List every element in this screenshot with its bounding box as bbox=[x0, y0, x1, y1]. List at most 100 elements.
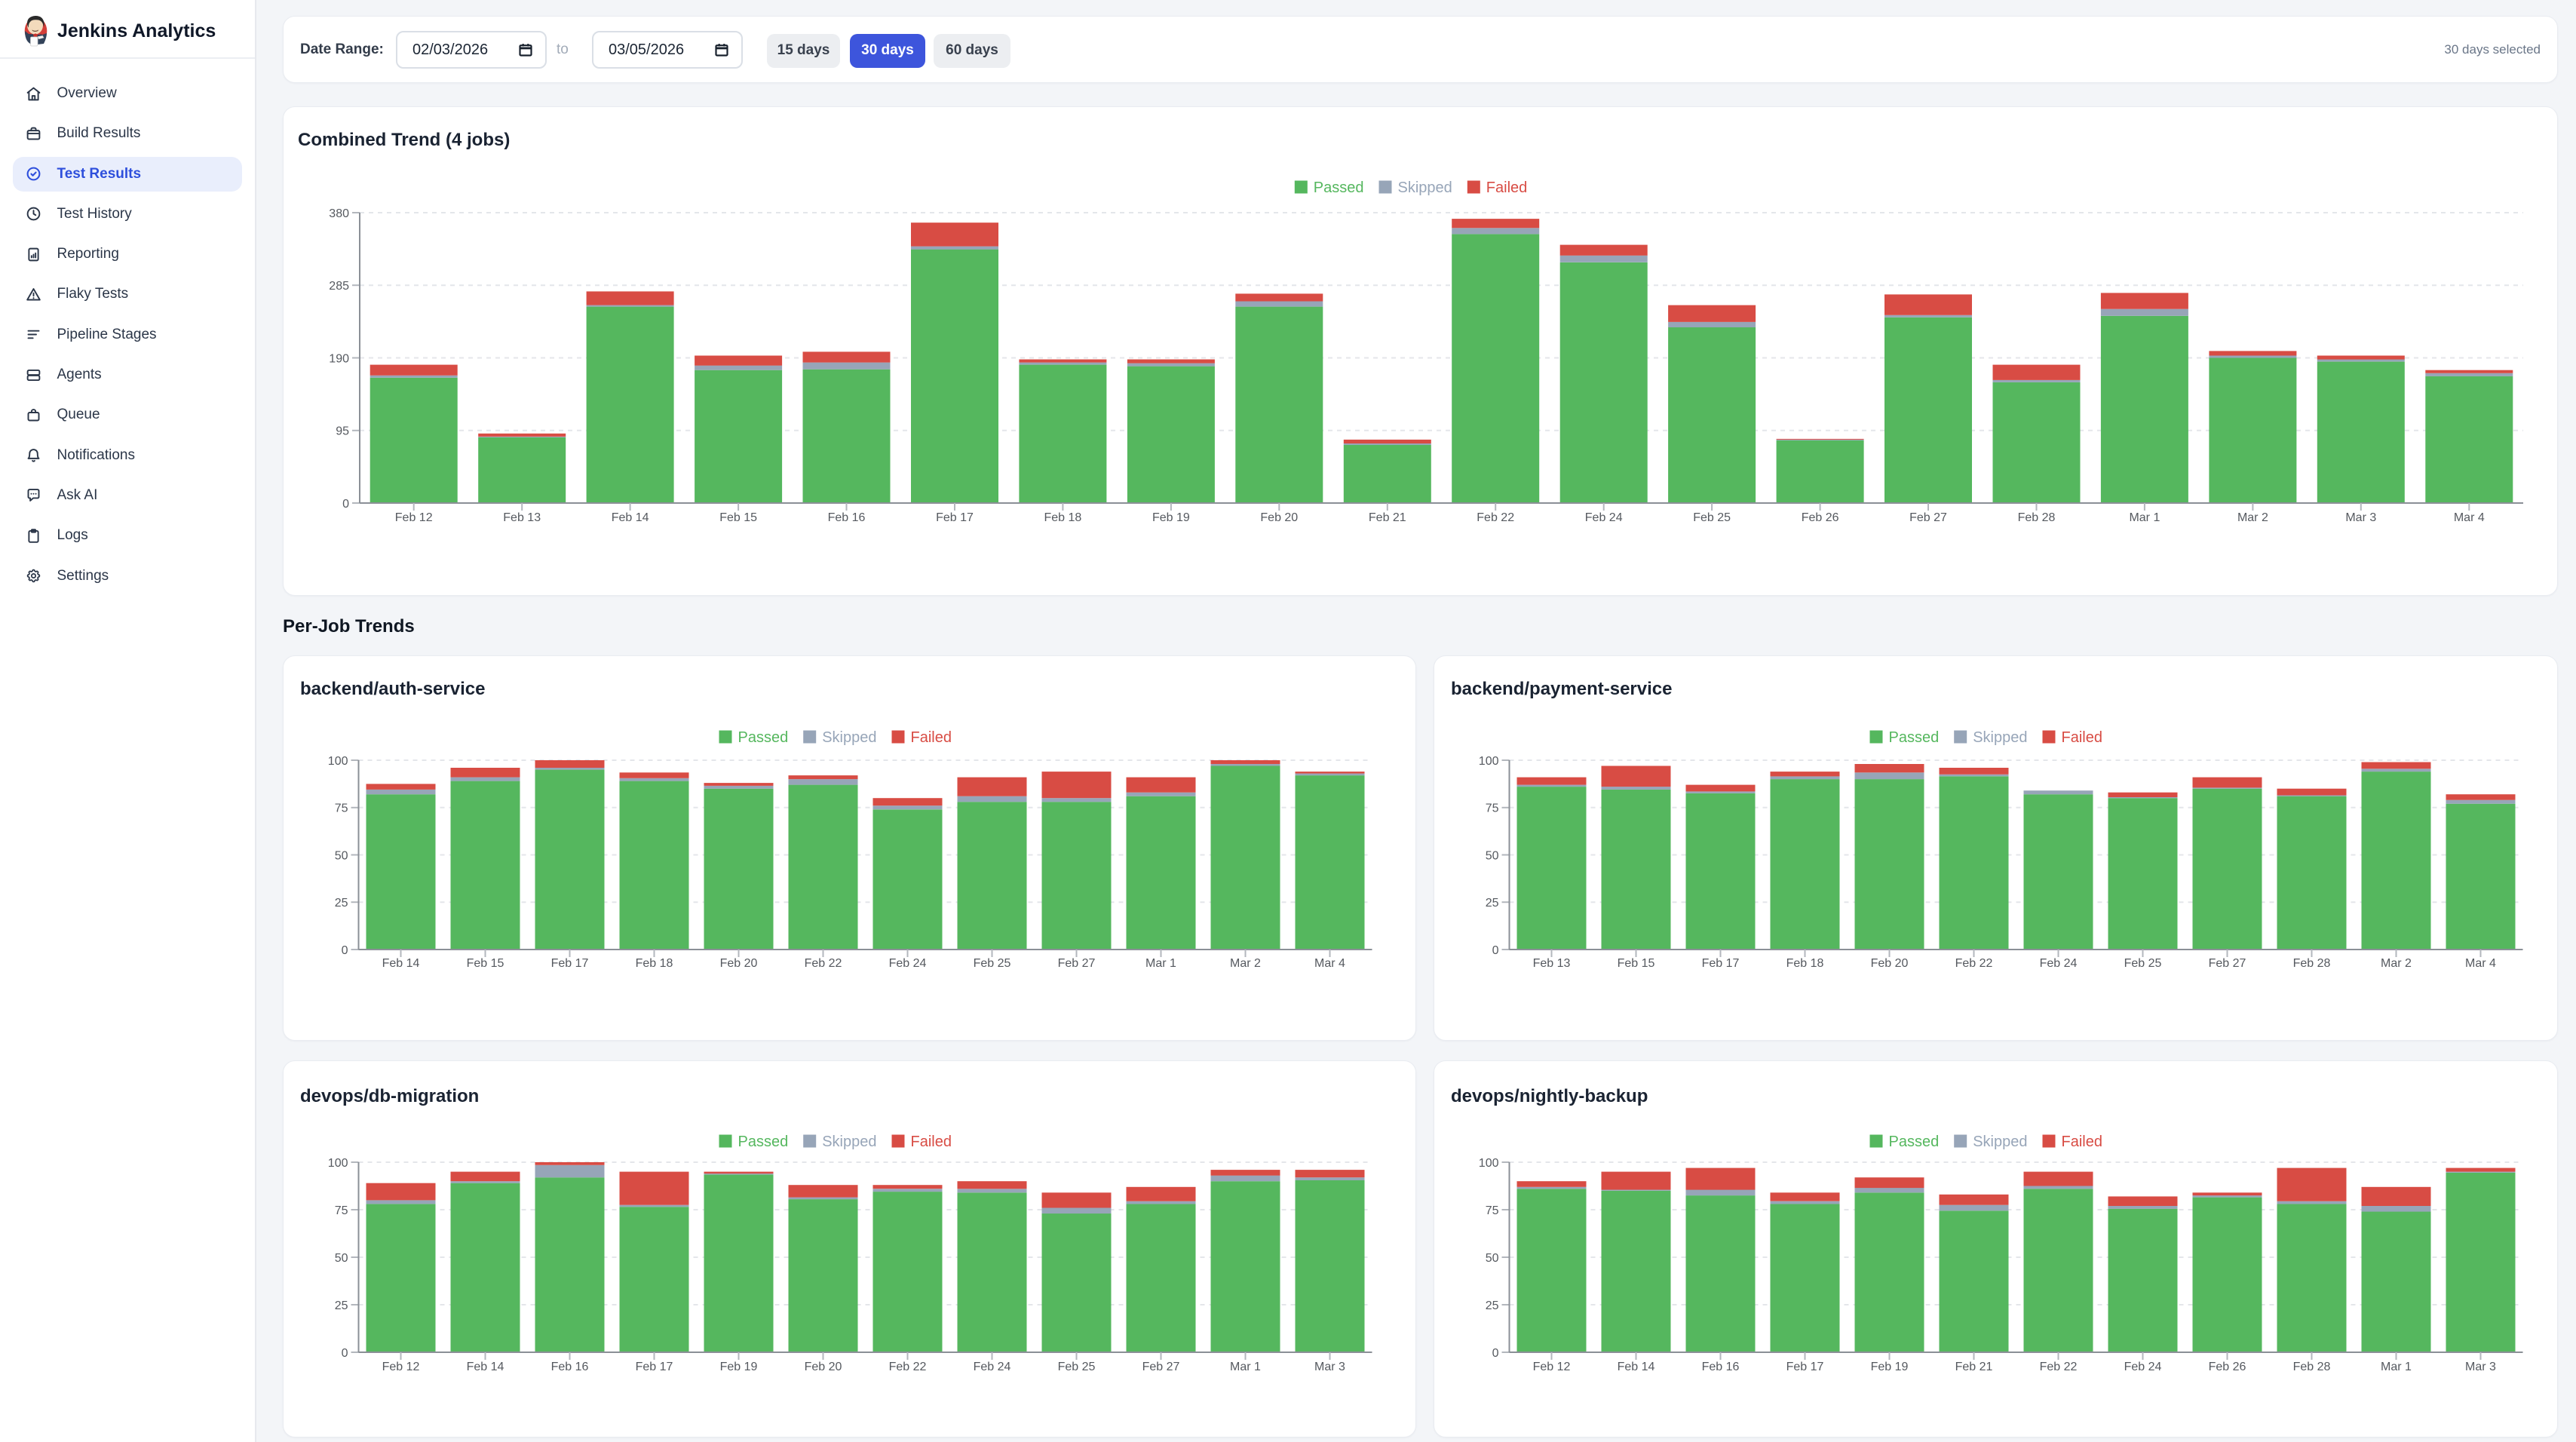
svg-text:Feb 27: Feb 27 bbox=[1142, 1361, 1180, 1373]
svg-text:Failed: Failed bbox=[2062, 729, 2102, 746]
svg-text:Feb 27: Feb 27 bbox=[1909, 511, 1947, 524]
svg-text:Feb 26: Feb 26 bbox=[1802, 511, 1839, 524]
svg-text:Feb 18: Feb 18 bbox=[1044, 511, 1081, 524]
svg-text:backend/auth-service: backend/auth-service bbox=[300, 679, 485, 699]
svg-text:Feb 19: Feb 19 bbox=[1152, 511, 1190, 524]
svg-text:Feb 19: Feb 19 bbox=[720, 1361, 758, 1373]
svg-text:285: 285 bbox=[329, 280, 349, 293]
svg-text:Feb 25: Feb 25 bbox=[1058, 1361, 1096, 1373]
svg-text:Feb 22: Feb 22 bbox=[1477, 511, 1514, 524]
svg-text:Feb 15: Feb 15 bbox=[467, 957, 504, 970]
svg-text:100: 100 bbox=[328, 1157, 348, 1170]
svg-text:Feb 25: Feb 25 bbox=[1693, 511, 1731, 524]
svg-text:100: 100 bbox=[1479, 755, 1499, 768]
svg-text:Feb 14: Feb 14 bbox=[382, 957, 420, 970]
svg-text:100: 100 bbox=[1479, 1157, 1499, 1170]
svg-text:Feb 20: Feb 20 bbox=[805, 1361, 842, 1373]
svg-text:Mar 2: Mar 2 bbox=[2381, 957, 2412, 970]
svg-text:Failed: Failed bbox=[911, 729, 952, 746]
svg-text:Passed: Passed bbox=[738, 729, 789, 746]
svg-text:backend/payment-service: backend/payment-service bbox=[1451, 679, 1672, 699]
svg-text:Feb 12: Feb 12 bbox=[1533, 1361, 1571, 1373]
svg-text:25: 25 bbox=[335, 1299, 348, 1312]
svg-text:0: 0 bbox=[342, 944, 348, 957]
svg-text:0: 0 bbox=[342, 1347, 348, 1360]
svg-text:devops/db-migration: devops/db-migration bbox=[300, 1086, 479, 1106]
svg-text:Passed: Passed bbox=[738, 1134, 789, 1150]
svg-text:Feb 27: Feb 27 bbox=[1058, 957, 1096, 970]
svg-text:Feb 17: Feb 17 bbox=[1702, 957, 1740, 970]
svg-text:Mar 4: Mar 4 bbox=[2465, 957, 2496, 970]
svg-text:Feb 25: Feb 25 bbox=[2124, 957, 2162, 970]
svg-text:Mar 1: Mar 1 bbox=[1145, 957, 1176, 970]
svg-text:Feb 12: Feb 12 bbox=[395, 511, 433, 524]
svg-text:Feb 20: Feb 20 bbox=[1260, 511, 1298, 524]
svg-text:Failed: Failed bbox=[911, 1134, 952, 1150]
svg-text:100: 100 bbox=[328, 755, 348, 768]
svg-text:Feb 22: Feb 22 bbox=[1955, 957, 1993, 970]
svg-text:95: 95 bbox=[336, 425, 349, 438]
svg-text:Feb 14: Feb 14 bbox=[1618, 1361, 1655, 1373]
svg-text:Feb 16: Feb 16 bbox=[551, 1361, 589, 1373]
svg-text:190: 190 bbox=[329, 352, 349, 365]
svg-text:Mar 1: Mar 1 bbox=[2381, 1361, 2412, 1373]
svg-text:Feb 21: Feb 21 bbox=[1955, 1361, 1993, 1373]
svg-text:Feb 13: Feb 13 bbox=[503, 511, 541, 524]
svg-text:50: 50 bbox=[335, 849, 348, 862]
svg-text:Feb 28: Feb 28 bbox=[2018, 511, 2056, 524]
svg-text:Feb 27: Feb 27 bbox=[2209, 957, 2246, 970]
svg-text:Feb 13: Feb 13 bbox=[1533, 957, 1571, 970]
svg-text:Skipped: Skipped bbox=[1398, 179, 1452, 196]
svg-text:Mar 4: Mar 4 bbox=[1314, 957, 1345, 970]
svg-text:Passed: Passed bbox=[1889, 729, 1940, 746]
svg-text:Mar 3: Mar 3 bbox=[2345, 511, 2376, 524]
svg-text:Feb 21: Feb 21 bbox=[1369, 511, 1406, 524]
svg-text:Feb 14: Feb 14 bbox=[612, 511, 649, 524]
svg-text:Feb 17: Feb 17 bbox=[936, 511, 974, 524]
svg-text:Mar 1: Mar 1 bbox=[2129, 511, 2160, 524]
svg-text:25: 25 bbox=[1486, 1299, 1499, 1312]
svg-text:Feb 22: Feb 22 bbox=[805, 957, 842, 970]
svg-text:devops/nightly-backup: devops/nightly-backup bbox=[1451, 1086, 1648, 1106]
svg-text:50: 50 bbox=[1486, 849, 1499, 862]
svg-text:Feb 20: Feb 20 bbox=[1871, 957, 1909, 970]
svg-text:Combined Trend (4 jobs): Combined Trend (4 jobs) bbox=[298, 130, 510, 150]
svg-text:Feb 18: Feb 18 bbox=[1786, 957, 1824, 970]
svg-text:50: 50 bbox=[335, 1252, 348, 1265]
svg-text:75: 75 bbox=[335, 802, 348, 815]
svg-text:Feb 14: Feb 14 bbox=[467, 1361, 504, 1373]
svg-text:Feb 15: Feb 15 bbox=[1618, 957, 1655, 970]
svg-text:Skipped: Skipped bbox=[822, 729, 876, 746]
svg-text:Feb 17: Feb 17 bbox=[636, 1361, 673, 1373]
svg-text:0: 0 bbox=[1492, 1347, 1499, 1360]
svg-text:Failed: Failed bbox=[2062, 1134, 2102, 1150]
svg-text:Skipped: Skipped bbox=[822, 1134, 876, 1150]
svg-text:Feb 18: Feb 18 bbox=[636, 957, 673, 970]
svg-text:50: 50 bbox=[1486, 1252, 1499, 1265]
svg-text:75: 75 bbox=[335, 1204, 348, 1217]
svg-text:Failed: Failed bbox=[1486, 179, 1527, 196]
svg-text:Mar 3: Mar 3 bbox=[1314, 1361, 1345, 1373]
svg-text:0: 0 bbox=[342, 498, 349, 511]
svg-text:Feb 19: Feb 19 bbox=[1871, 1361, 1909, 1373]
svg-text:Feb 17: Feb 17 bbox=[551, 957, 589, 970]
svg-text:Feb 24: Feb 24 bbox=[889, 957, 927, 970]
svg-text:Feb 17: Feb 17 bbox=[1786, 1361, 1824, 1373]
svg-text:Feb 22: Feb 22 bbox=[889, 1361, 927, 1373]
svg-text:Skipped: Skipped bbox=[1973, 1134, 2027, 1150]
svg-text:Passed: Passed bbox=[1314, 179, 1364, 196]
svg-text:Mar 2: Mar 2 bbox=[2237, 511, 2268, 524]
svg-text:Mar 2: Mar 2 bbox=[1230, 957, 1261, 970]
svg-text:Feb 24: Feb 24 bbox=[2124, 1361, 2162, 1373]
svg-text:Feb 24: Feb 24 bbox=[974, 1361, 1011, 1373]
svg-text:Feb 20: Feb 20 bbox=[720, 957, 758, 970]
svg-text:Feb 22: Feb 22 bbox=[2040, 1361, 2078, 1373]
svg-text:Passed: Passed bbox=[1889, 1134, 1940, 1150]
svg-text:Feb 12: Feb 12 bbox=[382, 1361, 420, 1373]
svg-text:75: 75 bbox=[1486, 1204, 1499, 1217]
svg-text:Feb 24: Feb 24 bbox=[2040, 957, 2078, 970]
svg-text:0: 0 bbox=[1492, 944, 1499, 957]
svg-text:Mar 3: Mar 3 bbox=[2465, 1361, 2496, 1373]
svg-text:Mar 1: Mar 1 bbox=[1230, 1361, 1261, 1373]
svg-text:75: 75 bbox=[1486, 802, 1499, 815]
